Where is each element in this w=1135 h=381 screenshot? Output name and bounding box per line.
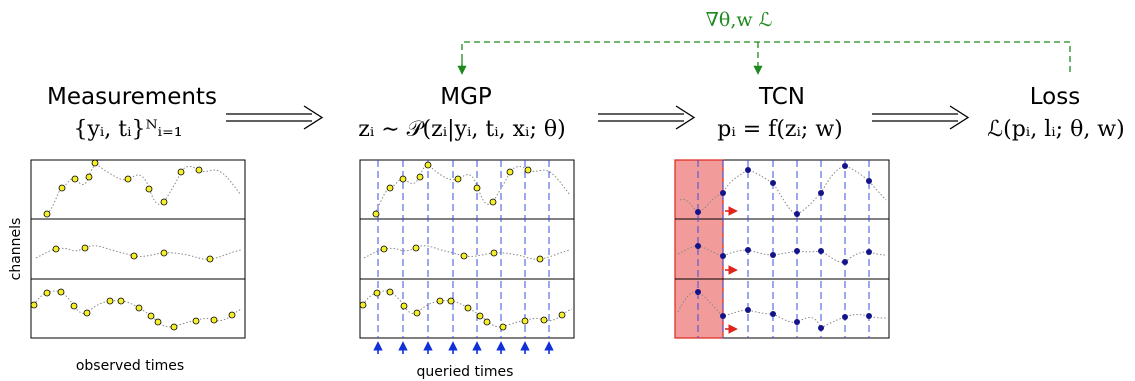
double-arrow-2 (598, 105, 696, 130)
mgp-panel: queried times (359, 159, 575, 380)
gradient-feedback: ∇θ,w ℒ (457, 9, 1071, 75)
tcn-panel (674, 159, 890, 339)
stage-formula: zᵢ ∼ 𝒫(zᵢ|yᵢ, tᵢ, xᵢ; θ) (358, 117, 565, 142)
stage-loss: Loss ℒ(pᵢ, lᵢ; θ, w) (987, 84, 1124, 142)
stage-measurements: Measurements {yᵢ, tᵢ}ᴺᵢ₌₁ (47, 84, 217, 142)
observed-panel: channels observed times (8, 159, 246, 374)
stage-title: Measurements (47, 84, 217, 110)
queried-times-label: queried times (417, 364, 514, 380)
stage-title: Loss (1030, 84, 1080, 110)
double-arrow-3 (872, 105, 970, 130)
channels-label: channels (8, 218, 24, 281)
stage-title: TCN (758, 84, 805, 110)
stage-mgp: MGP zᵢ ∼ 𝒫(zᵢ|yᵢ, tᵢ, xᵢ; θ) (358, 84, 565, 142)
stage-formula: pᵢ = f(zᵢ; w) (717, 117, 843, 142)
stage-formula: ℒ(pᵢ, lᵢ; θ, w) (987, 117, 1124, 142)
stage-formula: {yᵢ, tᵢ}ᴺᵢ₌₁ (73, 117, 182, 142)
observed-times-label: observed times (76, 358, 184, 374)
stage-tcn: TCN pᵢ = f(zᵢ; w) (717, 84, 843, 142)
tcn-window (674, 159, 724, 339)
gradient-path (461, 41, 1071, 72)
stage-title: MGP (440, 84, 492, 110)
double-arrow-1 (226, 105, 324, 130)
gradient-label: ∇θ,w ℒ (706, 9, 773, 31)
